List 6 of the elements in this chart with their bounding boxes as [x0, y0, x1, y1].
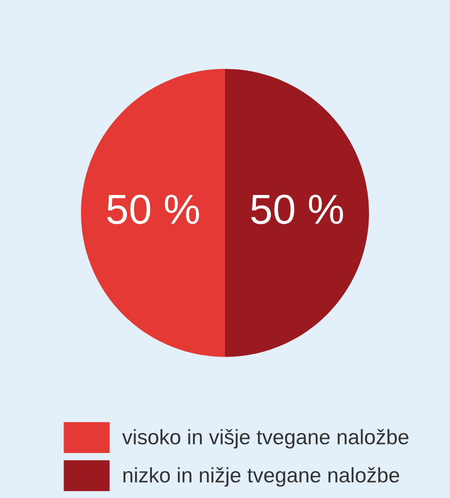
data-label: 50 %: [107, 194, 200, 224]
legend-label: nizko in nižje tvegane naložbe: [123, 467, 400, 487]
pie-slice: [225, 68, 369, 357]
legend-label: visoko in višje tvegane naložbe: [122, 429, 408, 449]
pie-slice: [81, 68, 225, 357]
data-label: 50 %: [251, 194, 344, 224]
